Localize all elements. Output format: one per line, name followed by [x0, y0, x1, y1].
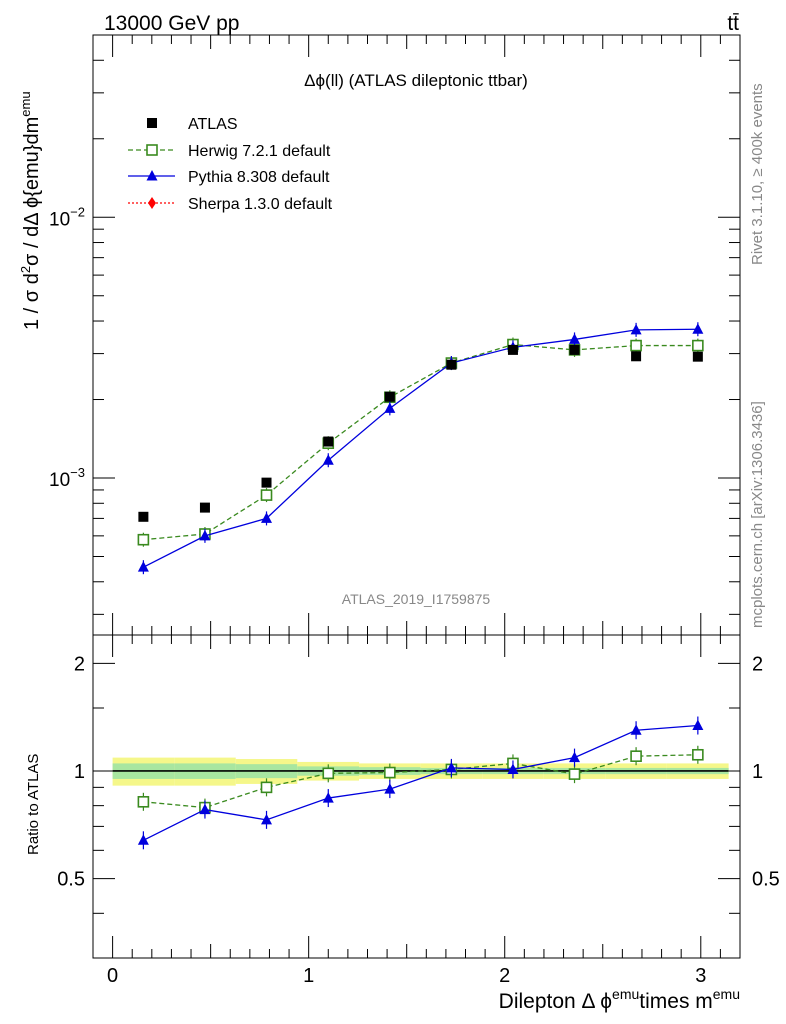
- y-tick-label: 10−3: [49, 465, 85, 491]
- pythia-ratio-point: [384, 783, 396, 794]
- legend-pythia-label: Pythia 8.308 default: [188, 169, 330, 186]
- herwig-ratio-line: [143, 754, 698, 809]
- legend: ATLAS Herwig 7.2.1 default Pythia 8.308 de…: [128, 116, 333, 213]
- pythia-ratio-point: [199, 803, 211, 815]
- legend-pythia-marker: [146, 170, 158, 181]
- pythia-line: [143, 328, 698, 568]
- atlas-point: [261, 477, 272, 488]
- herwig-point: [260, 489, 273, 501]
- pythia-point: [630, 323, 642, 335]
- legend-sherpa-marker: [148, 197, 156, 209]
- atlas-point: [323, 436, 334, 447]
- pythia-ratio-point: [630, 724, 642, 735]
- ratio-panel: 0 1 2 3 2 2 1 1 0.5 0.5: [57, 635, 780, 987]
- pythia-ratio-point: [692, 719, 704, 731]
- ratio-y-tick-label: 0.5: [57, 869, 85, 891]
- legend-atlas-marker: [147, 118, 157, 128]
- rivet-label: Rivet 3.1.10, ≥ 400k events: [749, 83, 766, 265]
- ratio-y-tick-label: 2: [74, 653, 85, 675]
- atlas-point: [446, 359, 457, 370]
- pythia-point: [322, 454, 334, 465]
- pythia-ratio-point: [261, 813, 273, 825]
- atlas-point: [507, 344, 518, 355]
- pythia-ratio-point: [445, 761, 457, 773]
- herwig-point: [692, 339, 704, 352]
- herwig-ratio-point: [322, 767, 335, 780]
- herwig-ratio-point: [692, 748, 704, 761]
- atlas-point: [569, 344, 580, 355]
- atlas-point: [138, 511, 149, 522]
- ratio-y-tick-label: 2: [752, 653, 763, 675]
- legend-herwig-marker: [146, 144, 158, 156]
- herwig-point: [137, 533, 150, 546]
- pythia-ratio-point: [137, 834, 149, 845]
- herwig-ratio-point: [568, 768, 581, 780]
- pythia-point: [692, 323, 704, 334]
- herwig-ratio-point: [384, 766, 396, 779]
- x-tick-label: 3: [695, 965, 706, 987]
- ratio-y-tick-label: 1: [74, 761, 85, 783]
- atlas-point: [384, 391, 395, 402]
- pythia-point: [137, 561, 149, 572]
- x-tick-label: 1: [303, 965, 314, 987]
- herwig-point: [630, 339, 642, 352]
- herwig-line: [143, 343, 698, 541]
- chart-title: Δϕ(ll) (ATLAS dileptonic ttbar): [304, 71, 528, 90]
- pythia-ratio-point: [322, 792, 334, 803]
- pythia-point: [199, 529, 211, 541]
- legend-atlas-label: ATLAS: [188, 116, 238, 133]
- atlas-point: [199, 502, 210, 513]
- ratio-y-axis-label: Ratio to ATLAS: [25, 754, 42, 855]
- x-axis-label: Dilepton Δ ϕemutimes memu: [499, 986, 740, 1013]
- main-y-axis-label: 1 / σ d2σ / dΔ ϕ{emu}dmemu: [18, 91, 43, 330]
- x-tick-label: 0: [107, 965, 118, 987]
- atlas-point: [692, 351, 703, 362]
- ratio-y-tick-label: 1: [752, 761, 763, 783]
- pythia-point: [384, 402, 396, 413]
- herwig-ratio-point: [630, 750, 642, 762]
- mcplots-label: mcplots.cern.ch [arXiv:1306.3436]: [749, 401, 766, 628]
- pythia-ratio-point: [507, 763, 519, 774]
- legend-herwig-label: Herwig 7.2.1 default: [188, 143, 331, 160]
- x-tick-label: 2: [499, 965, 510, 987]
- pythia-point: [261, 512, 273, 523]
- pythia-ratio-point: [569, 751, 581, 763]
- herwig-ratio-point: [260, 781, 273, 794]
- ratio-y-tick-label: 0.5: [752, 869, 780, 891]
- legend-sherpa-label: Sherpa 1.3.0 default: [188, 196, 333, 213]
- pythia-point: [569, 333, 581, 344]
- process-label: tt̄: [727, 12, 739, 35]
- atlas-point: [631, 351, 642, 362]
- collision-label: 13000 GeV pp: [104, 12, 239, 35]
- pythia-ratio-line: [143, 724, 698, 841]
- herwig-ratio-point: [137, 796, 150, 808]
- y-tick-label: 10−2: [49, 204, 85, 230]
- ratio-frame: [92, 634, 741, 959]
- watermark: ATLAS_2019_I1759875: [342, 591, 491, 607]
- main-panel: 10−2 10−3: [49, 34, 741, 635]
